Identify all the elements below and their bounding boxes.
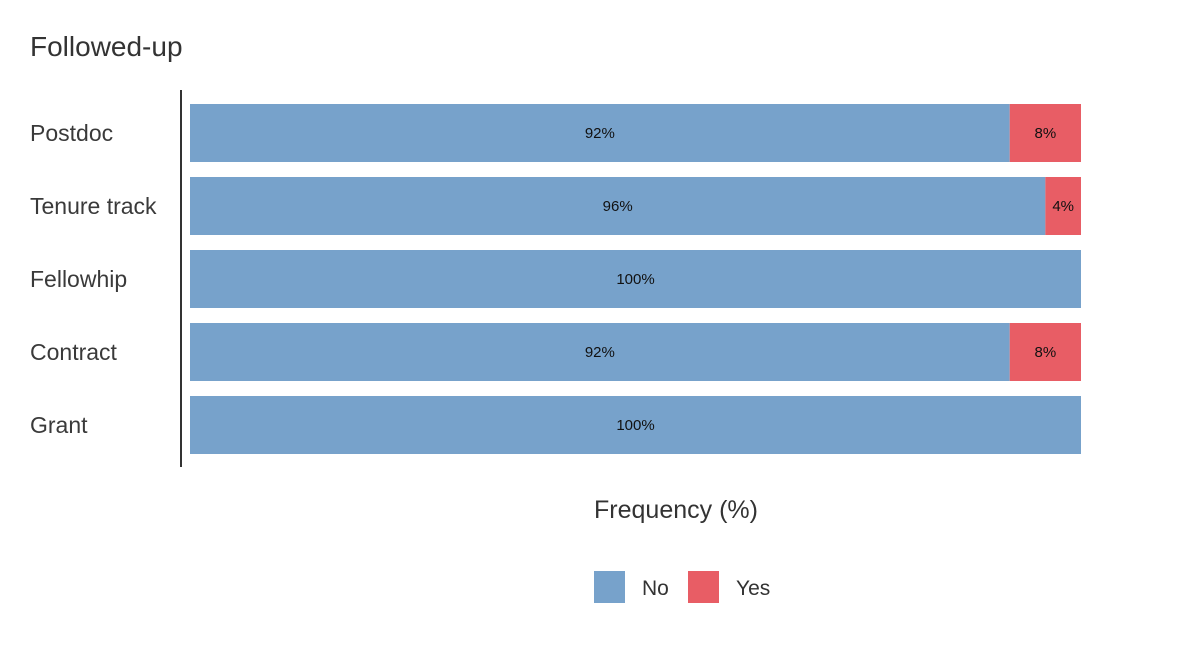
bar-value-label: 92% xyxy=(585,125,615,142)
category-label: Contract xyxy=(30,339,118,365)
bar-value-label: 4% xyxy=(1052,198,1074,215)
bar-segment-no xyxy=(190,177,1046,235)
bar-segment-yes xyxy=(1045,177,1081,235)
legend-swatch-yes xyxy=(688,571,719,603)
legend-label-yes: Yes xyxy=(736,577,770,600)
category-label: Tenure track xyxy=(30,193,157,219)
bar-value-label: 100% xyxy=(616,417,654,434)
bar-value-label: 96% xyxy=(603,198,633,215)
bar-segment-yes xyxy=(1009,104,1081,162)
bars-group: 92% 8% 96% 4% 100% 92% 8% 100% xyxy=(190,104,1081,454)
bar-value-label: 8% xyxy=(1035,344,1057,361)
legend-label-no: No xyxy=(642,577,669,600)
legend-swatch-no xyxy=(594,571,625,603)
x-axis-title: Frequency (%) xyxy=(594,496,758,524)
legend: No Yes xyxy=(594,571,770,603)
chart-title: Followed-up xyxy=(30,31,183,62)
bar-value-label: 8% xyxy=(1035,125,1057,142)
bar-segment-no xyxy=(190,104,1010,162)
bar-segment-no xyxy=(190,250,1081,308)
category-labels: Postdoc Tenure track Fellowhip Contract Gran… xyxy=(30,120,157,438)
category-label: Fellowhip xyxy=(30,266,127,292)
category-label: Grant xyxy=(30,412,88,438)
bar-value-label: 100% xyxy=(616,271,654,288)
bar-segment-no xyxy=(190,396,1081,454)
bar-segment-no xyxy=(190,323,1010,381)
category-label: Postdoc xyxy=(30,120,113,146)
bar-segment-yes xyxy=(1009,323,1081,381)
bar-value-label: 92% xyxy=(585,344,615,361)
